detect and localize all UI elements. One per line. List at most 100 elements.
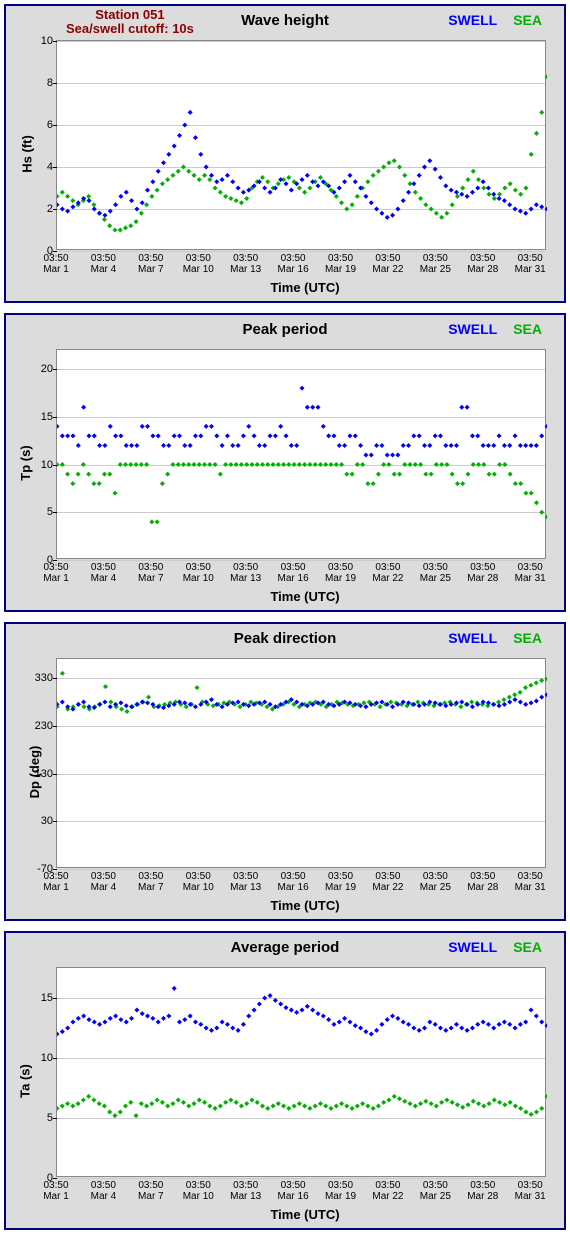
swell-point <box>214 1026 219 1031</box>
sea-point <box>176 169 181 174</box>
sea-point <box>181 165 186 170</box>
xtick-label: 03:50Mar 13 <box>230 872 261 893</box>
swell-point <box>438 433 443 438</box>
swell-point <box>236 186 241 191</box>
swell-point <box>545 424 548 429</box>
swell-point <box>97 443 102 448</box>
swell-point <box>491 192 496 197</box>
swell-point <box>278 1002 283 1007</box>
swell-point <box>113 433 118 438</box>
swell-point <box>379 211 384 216</box>
swell-point <box>86 433 91 438</box>
swell-point <box>76 443 81 448</box>
xtick-label: 03:50Mar 1 <box>43 563 69 584</box>
sea-point <box>218 190 223 195</box>
sea-point <box>465 177 470 182</box>
swell-point <box>92 207 97 212</box>
swell-point <box>156 169 161 174</box>
swell-point <box>257 443 262 448</box>
swell-point <box>491 443 496 448</box>
xtick-label: 03:50Mar 10 <box>183 254 214 275</box>
swell-point <box>438 1026 443 1031</box>
swell-point <box>497 433 502 438</box>
swell-point <box>70 1020 75 1025</box>
swell-point <box>65 1026 70 1031</box>
swell-point <box>70 433 75 438</box>
swell-point <box>65 209 70 214</box>
sea-point <box>355 1104 360 1109</box>
swell-point <box>182 1017 187 1022</box>
swell-point <box>406 443 411 448</box>
sea-point <box>471 169 476 174</box>
swell-point <box>166 1014 171 1019</box>
sea-point <box>408 462 413 467</box>
swell-point <box>236 443 241 448</box>
chart-panel-wave_height: Station 051Sea/swell cutoff: 10sWave hei… <box>4 4 566 303</box>
sea-point <box>134 1113 139 1118</box>
swell-point <box>545 1023 548 1028</box>
plot-area: 05101520 <box>56 349 546 559</box>
sea-point <box>123 1104 128 1109</box>
sea-point <box>476 1101 481 1106</box>
swell-point <box>273 433 278 438</box>
sea-point <box>513 481 518 486</box>
sea-point <box>476 462 481 467</box>
swell-point <box>481 1020 486 1025</box>
swell-point <box>118 194 123 199</box>
sea-point <box>286 1106 291 1111</box>
sea-point <box>276 181 281 186</box>
sea-point <box>281 462 286 467</box>
sea-point <box>434 1104 439 1109</box>
swell-point <box>124 443 129 448</box>
swell-point <box>60 433 65 438</box>
swell-point <box>177 1020 182 1025</box>
swell-point <box>481 443 486 448</box>
swell-point <box>289 188 294 193</box>
sea-point <box>487 1101 492 1106</box>
xtick-label: 03:50Mar 13 <box>230 1181 261 1202</box>
swell-point <box>246 424 251 429</box>
sea-point <box>545 677 548 682</box>
sea-point <box>492 196 497 201</box>
swell-point <box>315 183 320 188</box>
swell-point <box>401 1020 406 1025</box>
swell-point <box>102 699 107 704</box>
legend-swell: SWELL <box>448 12 497 28</box>
swell-point <box>369 1032 374 1037</box>
swell-point <box>513 207 518 212</box>
legend-sea: SEA <box>513 939 542 955</box>
swell-point <box>465 702 470 707</box>
sea-point <box>307 462 312 467</box>
sea-point <box>376 1104 381 1109</box>
swell-point <box>427 443 432 448</box>
swell-point <box>60 1029 65 1034</box>
sea-point <box>57 462 60 467</box>
sea-point <box>313 462 318 467</box>
swell-point <box>379 443 384 448</box>
sea-point <box>186 1104 191 1109</box>
swell-point <box>57 1032 60 1037</box>
swell-point <box>331 1022 336 1027</box>
xtick-row: 03:50Mar 103:50Mar 403:50Mar 703:50Mar 1… <box>56 1181 546 1207</box>
sea-point <box>234 198 239 203</box>
swell-point <box>518 699 523 704</box>
sea-point <box>502 462 507 467</box>
sea-point <box>155 1098 160 1103</box>
sea-point <box>497 462 502 467</box>
sea-point <box>423 202 428 207</box>
swell-point <box>534 443 539 448</box>
sea-point <box>355 462 360 467</box>
sea-point <box>460 186 465 191</box>
swell-point <box>300 1008 305 1013</box>
sea-point <box>146 695 151 700</box>
sea-point <box>507 695 512 700</box>
sea-point <box>76 472 81 477</box>
sea-point <box>191 462 196 467</box>
sea-point <box>497 192 502 197</box>
sea-point <box>523 186 528 191</box>
sea-point <box>119 707 124 712</box>
sea-point <box>513 1104 518 1109</box>
swell-point <box>502 443 507 448</box>
sea-point <box>60 1104 65 1109</box>
swell-point <box>102 213 107 218</box>
